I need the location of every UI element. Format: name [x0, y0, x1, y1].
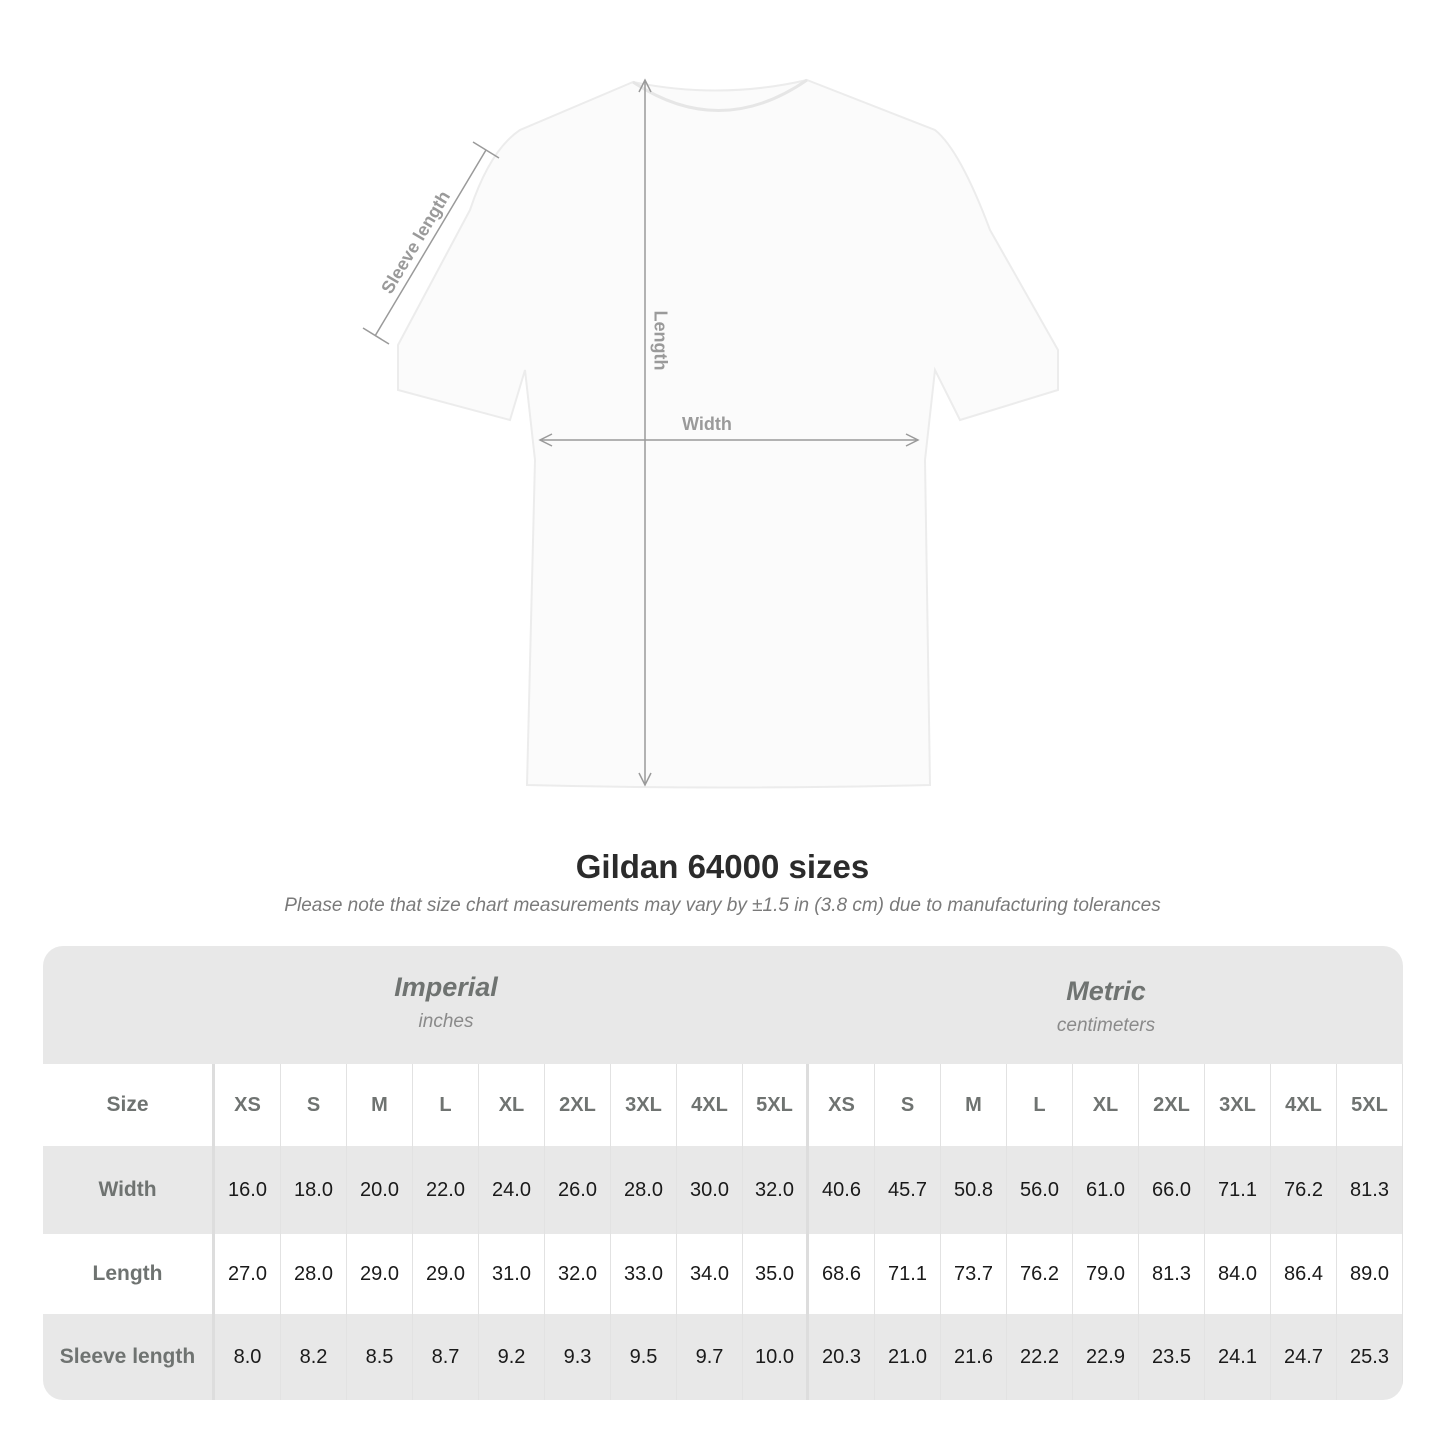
value-cell: 71.1 — [1205, 1146, 1271, 1234]
row-label: Length — [43, 1234, 215, 1314]
value-cell: 33.0 — [611, 1234, 677, 1314]
measure-lines — [362, 78, 920, 787]
page-title: Gildan 64000 sizes — [575, 848, 870, 885]
size-header-row: Size XS S M L XL 2XL 3XL 4XL 5XL XS S M L XL 2XL 3XL 4XL 5… — [43, 1064, 1403, 1146]
value-cell: 73.7 — [941, 1234, 1007, 1314]
tolerance-note: Please note that size chart measurements… — [284, 895, 1161, 916]
row-label: Sleeve length — [43, 1314, 215, 1400]
value-cell: 24.7 — [1271, 1314, 1337, 1400]
table-row: Length 27.0 28.0 29.0 29.0 31.0 32.0 33.0 34.0 35… — [43, 1234, 1403, 1314]
value-cell: 27.0 — [215, 1234, 281, 1314]
value-cell: 21.6 — [941, 1314, 1007, 1400]
value-cell: 21.0 — [875, 1314, 941, 1400]
size-header-cell: 4XL — [677, 1064, 743, 1146]
value-cell: 22.0 — [413, 1146, 479, 1234]
size-header-cell: M — [347, 1064, 413, 1146]
value-cell: 81.3 — [1139, 1234, 1205, 1314]
value-cell: 76.2 — [1007, 1234, 1073, 1314]
value-cell: 50.8 — [941, 1146, 1007, 1234]
value-cell: 30.0 — [677, 1146, 743, 1234]
length-label: Length — [650, 310, 671, 371]
value-cell: 22.2 — [1007, 1314, 1073, 1400]
table-row: Width 16.0 18.0 20.0 22.0 24.0 26.0 28.0 30.0 32.… — [43, 1146, 1403, 1234]
size-header-cell: XL — [479, 1064, 545, 1146]
value-cell: 20.0 — [347, 1146, 413, 1234]
value-cell: 9.5 — [611, 1314, 677, 1400]
value-cell: 76.2 — [1271, 1146, 1337, 1234]
value-cell: 61.0 — [1073, 1146, 1139, 1234]
value-cell: 32.0 — [743, 1146, 809, 1234]
imperial-unit: inches — [418, 1011, 474, 1032]
value-cell: 89.0 — [1337, 1234, 1403, 1314]
value-cell: 71.1 — [875, 1234, 941, 1314]
tshirt-diagram — [362, 78, 1059, 789]
value-cell: 8.5 — [347, 1314, 413, 1400]
value-cell: 16.0 — [215, 1146, 281, 1234]
metric-header: Metric centimeters — [809, 950, 1403, 1068]
value-cell: 8.2 — [281, 1314, 347, 1400]
value-cell: 25.3 — [1337, 1314, 1403, 1400]
value-cell: 9.2 — [479, 1314, 545, 1400]
size-header-cell: M — [941, 1064, 1007, 1146]
size-header-cell: 2XL — [545, 1064, 611, 1146]
row-label: Size — [43, 1064, 215, 1146]
tshirt-shape — [397, 78, 1059, 789]
width-label: Width — [682, 414, 732, 434]
value-cell: 24.0 — [479, 1146, 545, 1234]
size-header-cell: 4XL — [1271, 1064, 1337, 1146]
size-header-cell: XS — [215, 1064, 281, 1146]
size-header-cell: L — [1007, 1064, 1073, 1146]
value-cell: 66.0 — [1139, 1146, 1205, 1234]
value-cell: 81.3 — [1337, 1146, 1403, 1234]
value-cell: 9.7 — [677, 1314, 743, 1400]
value-cell: 86.4 — [1271, 1234, 1337, 1314]
value-cell: 31.0 — [479, 1234, 545, 1314]
size-table: Imperial inches Metric centimeters Size X… — [43, 946, 1403, 1400]
value-cell: 28.0 — [281, 1234, 347, 1314]
value-cell: 29.0 — [347, 1234, 413, 1314]
metric-title: Metric — [1066, 976, 1146, 1006]
size-header-cell: 3XL — [1205, 1064, 1271, 1146]
value-cell: 22.9 — [1073, 1314, 1139, 1400]
size-header-cell: L — [413, 1064, 479, 1146]
row-label: Width — [43, 1146, 215, 1234]
size-header-cell: S — [281, 1064, 347, 1146]
size-header-cell: 5XL — [1337, 1064, 1403, 1146]
value-cell: 18.0 — [281, 1146, 347, 1234]
value-cell: 24.1 — [1205, 1314, 1271, 1400]
value-cell: 34.0 — [677, 1234, 743, 1314]
size-header-cell: XL — [1073, 1064, 1139, 1146]
value-cell: 56.0 — [1007, 1146, 1073, 1234]
imperial-header: Imperial inches — [215, 946, 677, 1064]
value-cell: 10.0 — [743, 1314, 809, 1400]
value-cell: 23.5 — [1139, 1314, 1205, 1400]
value-cell: 29.0 — [413, 1234, 479, 1314]
size-header-cell: 3XL — [611, 1064, 677, 1146]
value-cell: 40.6 — [809, 1146, 875, 1234]
size-header-cell: 5XL — [743, 1064, 809, 1146]
value-cell: 28.0 — [611, 1146, 677, 1234]
imperial-title: Imperial — [394, 972, 498, 1002]
value-cell: 26.0 — [545, 1146, 611, 1234]
value-cell: 84.0 — [1205, 1234, 1271, 1314]
size-header-cell: 2XL — [1139, 1064, 1205, 1146]
size-header-cell: XS — [809, 1064, 875, 1146]
value-cell: 35.0 — [743, 1234, 809, 1314]
table-row: Sleeve length 8.0 8.2 8.5 8.7 9.2 9.3 9.5 9.7 10.… — [43, 1314, 1403, 1400]
metric-unit: centimeters — [1056, 1015, 1156, 1036]
value-cell: 9.3 — [545, 1314, 611, 1400]
value-cell: 8.0 — [215, 1314, 281, 1400]
size-header-cell: S — [875, 1064, 941, 1146]
value-cell: 79.0 — [1073, 1234, 1139, 1314]
value-cell: 20.3 — [809, 1314, 875, 1400]
value-cell: 45.7 — [875, 1146, 941, 1234]
value-cell: 32.0 — [545, 1234, 611, 1314]
value-cell: 8.7 — [413, 1314, 479, 1400]
value-cell: 68.6 — [809, 1234, 875, 1314]
